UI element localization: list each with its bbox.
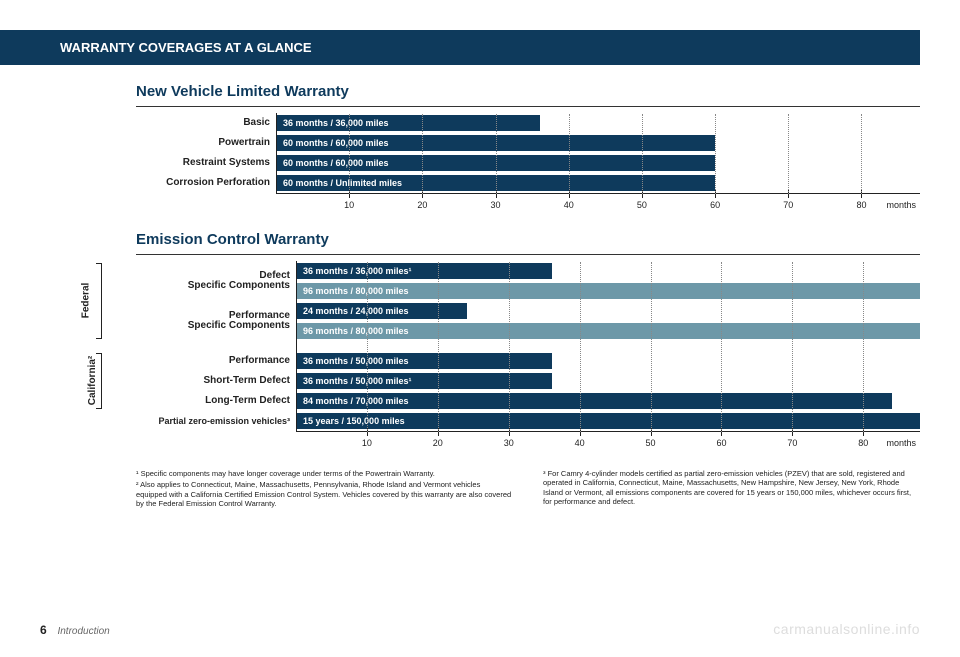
tick-label: 30 — [491, 200, 501, 210]
tick-label: 60 — [710, 200, 720, 210]
bar-label: Powertrain — [136, 133, 276, 153]
bar-label: Corrosion Perforation — [136, 173, 276, 193]
tick-label: 20 — [433, 438, 443, 448]
page-number: 6 — [40, 623, 47, 637]
bar: 36 months / 36,000 miles — [277, 115, 540, 131]
bar-label: Performance — [136, 351, 296, 371]
bar-label: PerformanceSpecific Components — [136, 301, 296, 341]
bar: 96 months / 80,000 miles — [297, 323, 920, 339]
tick-label: 30 — [504, 438, 514, 448]
footnote: ³ For Camry 4-cylinder models certified … — [543, 469, 920, 507]
bar: 36 months / 50,000 miles¹ — [297, 373, 552, 389]
bar-label: Restraint Systems — [136, 153, 276, 173]
bar: 24 months / 24,000 miles — [297, 303, 467, 319]
tick-label: 10 — [362, 438, 372, 448]
bar: 36 months / 50,000 miles — [297, 353, 552, 369]
tick-label: 50 — [646, 438, 656, 448]
rule — [136, 254, 920, 255]
tick-label: 80 — [856, 200, 866, 210]
tick-label: 70 — [783, 200, 793, 210]
watermark: carmanualsonline.info — [773, 621, 920, 637]
group-label: Federal — [80, 283, 91, 319]
rule — [136, 106, 920, 107]
axis-label: months — [886, 200, 916, 210]
axis-label: months — [886, 438, 916, 448]
chart2: FederalCalifornia² DefectSpecific Compon… — [136, 261, 920, 449]
chart2-title: Emission Control Warranty — [136, 231, 920, 250]
bar-label: Short-Term Defect — [136, 371, 296, 391]
tick-label: 10 — [344, 200, 354, 210]
tick-label: 70 — [787, 438, 797, 448]
section-name: Introduction — [57, 626, 109, 637]
tick-label: 20 — [417, 200, 427, 210]
footnote: ² Also applies to Connecticut, Maine, Ma… — [136, 480, 513, 508]
tick-label: 50 — [637, 200, 647, 210]
tick-label: 40 — [575, 438, 585, 448]
page-header: WARRANTY COVERAGES AT A GLANCE — [40, 30, 920, 65]
page-footer: 6 Introduction — [40, 623, 110, 637]
bar-label: Basic — [136, 113, 276, 133]
group-label: California² — [87, 356, 98, 405]
tick-label: 80 — [858, 438, 868, 448]
tick-label: 60 — [716, 438, 726, 448]
footnote: ¹ Specific components may have longer co… — [136, 469, 513, 478]
bar: 84 months / 70,000 miles — [297, 393, 892, 409]
bar-label: DefectSpecific Components — [136, 261, 296, 301]
chart1: BasicPowertrainRestraint SystemsCorrosio… — [136, 113, 920, 211]
tick-label: 40 — [564, 200, 574, 210]
bar: 96 months / 80,000 miles — [297, 283, 920, 299]
footnotes: ¹ Specific components may have longer co… — [136, 469, 920, 511]
bar: 15 years / 150,000 miles — [297, 413, 920, 429]
bar-label: Partial zero-emission vehicles³ — [136, 411, 296, 431]
bar-label: Long-Term Defect — [136, 391, 296, 411]
bar: 36 months / 36,000 miles¹ — [297, 263, 552, 279]
chart1-title: New Vehicle Limited Warranty — [136, 83, 920, 102]
